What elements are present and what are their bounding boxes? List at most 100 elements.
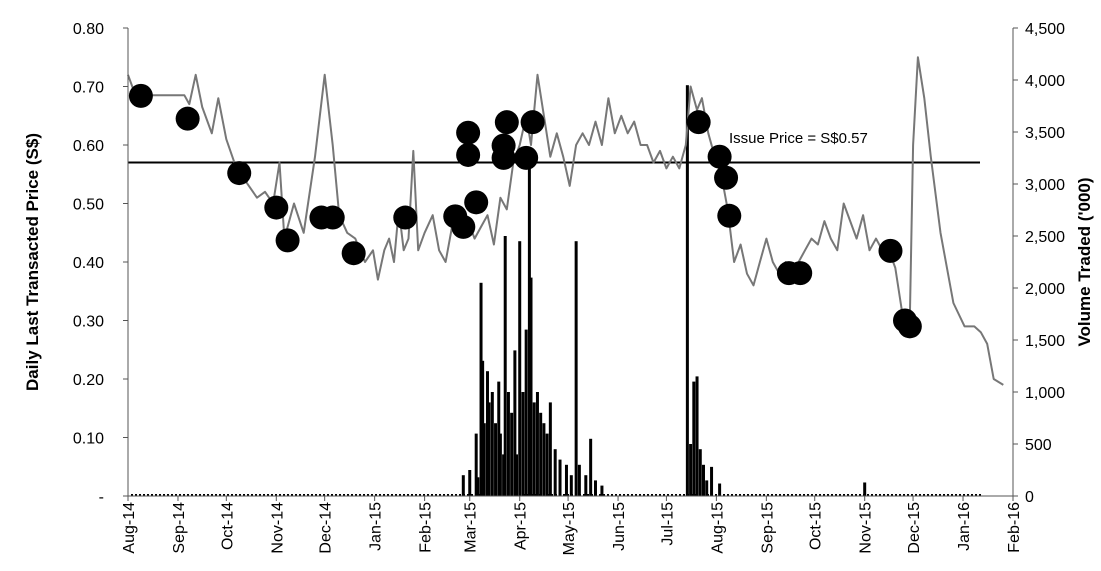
volume-bar bbox=[535, 392, 539, 496]
volume-bar-minor bbox=[923, 494, 925, 496]
volume-bar-minor bbox=[563, 494, 565, 496]
volume-bar-minor bbox=[287, 494, 289, 496]
volume-bar-minor bbox=[727, 494, 729, 496]
y2-tick-label: 2,500 bbox=[1025, 229, 1065, 246]
volume-bar-minor bbox=[911, 494, 913, 496]
volume-bar-minor bbox=[247, 494, 249, 496]
volume-bar bbox=[481, 360, 485, 496]
volume-bar-minor bbox=[831, 494, 833, 496]
volume-bar-minor bbox=[319, 494, 321, 496]
volume-bar-minor bbox=[323, 494, 325, 496]
y2-tick-label: 4,500 bbox=[1025, 21, 1065, 38]
volume-bar-minor bbox=[503, 494, 505, 496]
volume-bar-minor bbox=[951, 494, 953, 496]
volume-bar-minor bbox=[891, 494, 893, 496]
volume-bar-minor bbox=[267, 494, 269, 496]
volume-bar-minor bbox=[623, 494, 625, 496]
volume-bar-minor bbox=[539, 494, 541, 496]
volume-bar-minor bbox=[875, 494, 877, 496]
event-markers bbox=[128, 83, 922, 339]
volume-bar-minor bbox=[303, 494, 305, 496]
volume-bar-minor bbox=[659, 494, 661, 496]
volume-bar-minor bbox=[975, 494, 977, 496]
volume-bar-minor bbox=[587, 494, 589, 496]
volume-bar-minor bbox=[843, 494, 845, 496]
volume-bar-minor bbox=[443, 494, 445, 496]
event-marker bbox=[717, 203, 742, 228]
volume-bar-minor bbox=[779, 494, 781, 496]
volume-bar-minor bbox=[783, 494, 785, 496]
volume-bar-minor bbox=[823, 494, 825, 496]
volume-bar bbox=[518, 241, 522, 496]
volume-bar-minor bbox=[447, 494, 449, 496]
event-marker bbox=[451, 214, 476, 239]
volume-bar-minor bbox=[519, 494, 521, 496]
event-marker bbox=[897, 314, 922, 339]
volume-bar-minor bbox=[939, 494, 941, 496]
volume-bar-minor bbox=[619, 494, 621, 496]
y2-tick-label: 2,000 bbox=[1025, 281, 1065, 298]
volume-bar-minor bbox=[759, 494, 761, 496]
volume-bar-minor bbox=[427, 494, 429, 496]
volume-bar bbox=[510, 412, 514, 496]
volume-bar bbox=[542, 423, 546, 496]
volume-bar-minor bbox=[859, 494, 861, 496]
volume-bar-minor bbox=[375, 494, 377, 496]
volume-bar bbox=[710, 466, 714, 496]
event-marker bbox=[788, 261, 813, 286]
volume-bar-minor bbox=[207, 494, 209, 496]
y-tick-label: 0.80 bbox=[73, 21, 104, 38]
volume-bar bbox=[701, 464, 705, 496]
volume-bar-minor bbox=[387, 494, 389, 496]
volume-bar-minor bbox=[807, 494, 809, 496]
volume-bar-minor bbox=[679, 494, 681, 496]
volume-bar-minor bbox=[931, 494, 933, 496]
volume-bar-minor bbox=[239, 494, 241, 496]
volume-bar-minor bbox=[851, 494, 853, 496]
event-marker bbox=[686, 110, 711, 135]
volume-bar-minor bbox=[179, 494, 181, 496]
event-marker bbox=[464, 190, 489, 215]
volume-bar-minor bbox=[699, 494, 701, 496]
volume-bar-minor bbox=[751, 494, 753, 496]
volume-bar bbox=[539, 412, 543, 496]
y-tick-label: 0.40 bbox=[73, 255, 104, 272]
event-marker bbox=[491, 145, 516, 170]
volume-bar-minor bbox=[343, 494, 345, 496]
volume-bar bbox=[863, 482, 867, 496]
volume-bar-minor bbox=[259, 494, 261, 496]
volume-bar-minor bbox=[567, 494, 569, 496]
volume-bar-minor bbox=[651, 494, 653, 496]
volume-bar-minor bbox=[907, 494, 909, 496]
volume-bar-minor bbox=[715, 494, 717, 496]
volume-bar-minor bbox=[635, 494, 637, 496]
volume-bar-minor bbox=[883, 494, 885, 496]
volume-bar-minor bbox=[671, 494, 673, 496]
volume-bar-minor bbox=[547, 494, 549, 496]
volume-bar-minor bbox=[187, 494, 189, 496]
volume-bar-minor bbox=[887, 494, 889, 496]
axes bbox=[123, 27, 1018, 501]
volume-bar-minor bbox=[583, 494, 585, 496]
y-tick-label: 0.10 bbox=[73, 431, 104, 448]
x-tick-label: Nov-15 bbox=[858, 502, 875, 554]
volume-bar-minor bbox=[275, 494, 277, 496]
x-tick-label: Jan-16 bbox=[956, 502, 973, 551]
volume-bar-minor bbox=[667, 494, 669, 496]
volume-bar-minor bbox=[803, 494, 805, 496]
volume-bar-minor bbox=[175, 494, 177, 496]
volume-bar-minor bbox=[347, 494, 349, 496]
event-marker bbox=[175, 106, 200, 131]
event-marker bbox=[275, 228, 300, 253]
volume-bars bbox=[131, 85, 981, 496]
volume-bar-minor bbox=[327, 494, 329, 496]
volume-bar-minor bbox=[147, 494, 149, 496]
volume-bar-minor bbox=[663, 494, 665, 496]
volume-bar-minor bbox=[631, 494, 633, 496]
volume-bar-minor bbox=[195, 494, 197, 496]
volume-bar-minor bbox=[439, 494, 441, 496]
volume-bar-minor bbox=[523, 494, 525, 496]
volume-bar-minor bbox=[383, 494, 385, 496]
volume-bar bbox=[593, 480, 597, 496]
event-marker bbox=[878, 238, 903, 263]
